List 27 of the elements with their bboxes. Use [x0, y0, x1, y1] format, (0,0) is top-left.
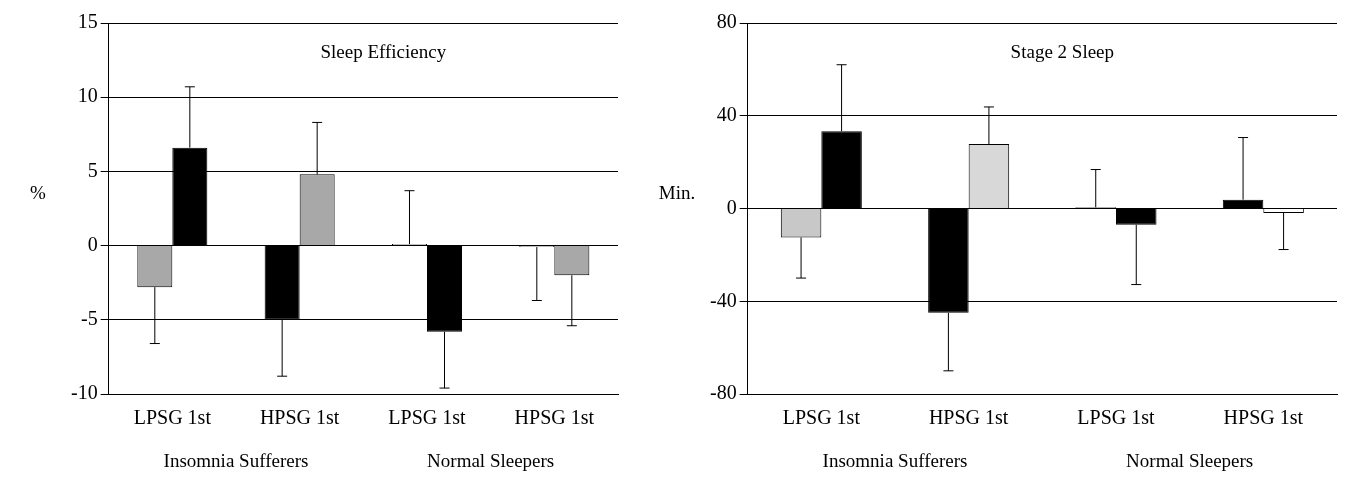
text: Sleep Efficiency [320, 40, 447, 62]
y-tick-label: 80 [716, 10, 737, 33]
y-tick-label: -80 [709, 381, 737, 404]
text: Insomnia Sufferers [163, 449, 309, 471]
x-tick-label: HPSG 1st [514, 406, 595, 429]
text: Insomnia Sufferers [822, 449, 968, 471]
y-tick-label: 0 [87, 232, 98, 255]
text: Stage 2 Sleep [1010, 40, 1115, 62]
y-tick-label: 5 [87, 158, 98, 181]
x-tick-label: HPSG 1st [1223, 406, 1304, 429]
y-axis-title: % [30, 182, 47, 204]
x-tick-label: LPSG 1st [133, 406, 212, 429]
y-tick-label: 10 [77, 84, 98, 107]
x-tick-label: HPSG 1st [259, 406, 340, 429]
y-tick-label: -10 [70, 381, 98, 404]
text: Normal Sleepers [1126, 449, 1254, 471]
x-tick-label: LPSG 1st [1077, 406, 1156, 429]
y-tick-label: 40 [716, 103, 737, 125]
x-tick-label: LPSG 1st [782, 406, 861, 429]
x-tick-label: HPSG 1st [928, 406, 1009, 429]
y-tick-label: -5 [80, 307, 98, 330]
y-axis-title: Min. [658, 182, 696, 204]
y-tick-label: 15 [77, 10, 98, 33]
x-tick-label: LPSG 1st [388, 406, 467, 429]
y-tick-label: -40 [709, 288, 737, 311]
text: Normal Sleepers [427, 449, 555, 471]
y-tick-label: 0 [726, 195, 737, 218]
